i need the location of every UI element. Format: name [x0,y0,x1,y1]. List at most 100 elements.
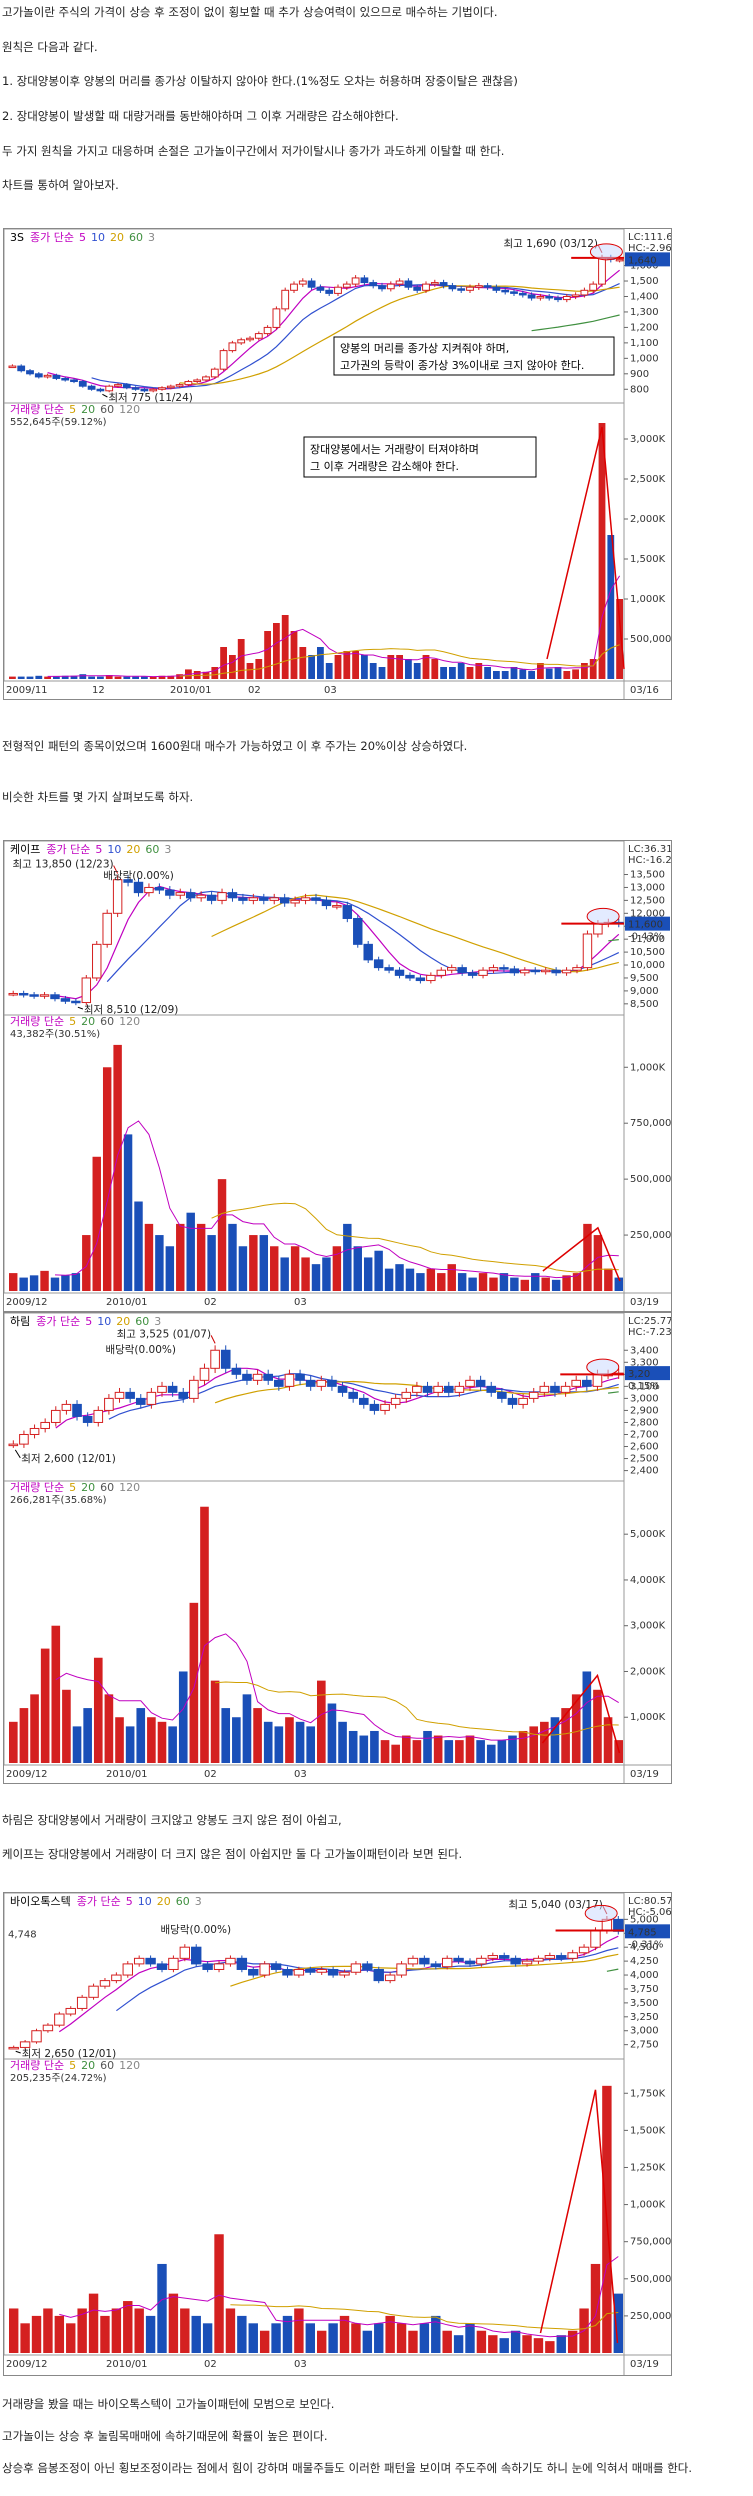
current-price-box [625,252,670,267]
volume-bar [328,2323,338,2353]
high-price-pointer [210,1335,216,1344]
volume-bar [440,667,447,679]
candle [70,379,78,383]
volume-bar [271,2323,281,2353]
volume-bar [274,1726,284,1763]
candle [337,1385,348,1393]
volume-bar [9,2308,19,2353]
price-panel [4,1893,625,2062]
candle [474,285,483,288]
candle [96,388,105,392]
volume-bar [562,1275,571,1291]
ma-period: 20 [110,231,124,244]
candle [592,1373,603,1387]
volume-bar [134,2308,144,2353]
candle [225,1957,236,1965]
low-price-pointer [14,1449,21,1459]
candle [407,1957,419,1965]
price-tick-label: 4,250 [630,1956,659,1967]
candle [293,1968,305,1976]
candle [510,1957,521,1965]
volume-bar [141,676,148,679]
candle [369,1403,380,1411]
volume-bar [572,669,579,679]
paragraph-see-chart: 차트를 통하여 알아보자. [2,178,119,192]
volume-tick-label: 250,000 [630,1230,671,1241]
candle [412,1385,422,1393]
candle [104,1397,114,1411]
volume-bar [537,663,544,679]
candle [237,339,246,344]
candle [50,994,60,1000]
candle [111,1974,122,1982]
candle [165,889,175,896]
x-tick-label: 2009/11 [6,685,48,696]
candle [492,286,501,291]
ma-period: 3 [154,1315,161,1328]
volume-bar [422,655,430,679]
candle [102,912,112,945]
volume-bar [413,663,421,679]
price-tick-label: 9,000 [630,986,659,997]
candle [34,373,43,378]
candle [422,283,430,291]
candle [545,295,554,299]
volume-bar [259,1235,269,1291]
candle [112,879,123,914]
volume-tick-label: 1,750K [630,2088,666,2099]
candle [487,1955,499,1959]
price-tick-label: 2,500 [630,1454,659,1465]
price-tick-label: 800 [630,384,649,395]
volume-annotation-text: 그 이후 거래량은 감소해야 한다. [310,459,459,473]
volume-ma-period: 120 [119,1015,140,1028]
candle [394,969,405,976]
candle [499,967,509,970]
lc-value: LC:80.57 [628,1896,671,1907]
volume-bar [88,676,95,679]
candle [527,294,536,299]
highlight-ellipse [586,907,620,925]
candle [135,1397,146,1405]
volume-type: 거래량 단순 [10,403,64,416]
candle [467,972,478,976]
volume-bar [593,1235,603,1291]
volume-trend-marker [542,1226,621,1282]
candle [443,1385,454,1393]
price-tick-label: 13,000 [630,882,665,893]
x-tick-label: 12 [92,685,105,696]
volume-bar [581,663,588,679]
candle [334,286,342,294]
volume-bar [115,1717,124,1763]
candle [362,1963,373,1970]
volume-ma-period: 5 [69,2059,76,2072]
volume-annotation-text: 장대양봉에서는 거래량이 터져야하며 [310,442,479,456]
candle [518,1397,528,1405]
current-price: 11,600 [628,920,663,931]
candle [390,1397,401,1405]
candle [19,1433,29,1445]
highlight-ellipse [584,1904,618,1922]
volume-bar [497,1740,507,1763]
hc-value: HC:-16.25 [628,855,671,866]
volume-bar [200,1506,209,1763]
candle [8,2046,19,2050]
candle [219,350,228,370]
paragraph-intro: 고가놀이란 주식의 가격이 상승 후 조정이 없이 횡보할 때 추가 상승여력이… [2,5,498,19]
candle [281,289,290,310]
ma-period: 60 [129,231,143,244]
volume-bar [144,1223,154,1291]
volume-bar [412,1740,422,1763]
volume-bar [510,667,518,679]
price-tick-label: 2,800 [630,1417,659,1428]
candle [560,1385,571,1393]
candle [40,1421,50,1429]
volume-bar [9,1273,18,1291]
volume-bar [97,676,104,679]
volume-bar [225,2308,236,2353]
low-price-pointer [15,2050,21,2054]
paragraph-volume-note: 거래량을 봤을 때는 바이오톡스텍이 고가놀이패턴에 모범으로 보인다. [2,2397,335,2411]
chart-canvas: 바이오톡스텍 종가 단순 5 10 20 60 3 LC:80.57HC:-5.065,000… [4,1893,671,2375]
candle [298,280,307,285]
candle [246,337,254,341]
volume-bar [378,667,386,679]
